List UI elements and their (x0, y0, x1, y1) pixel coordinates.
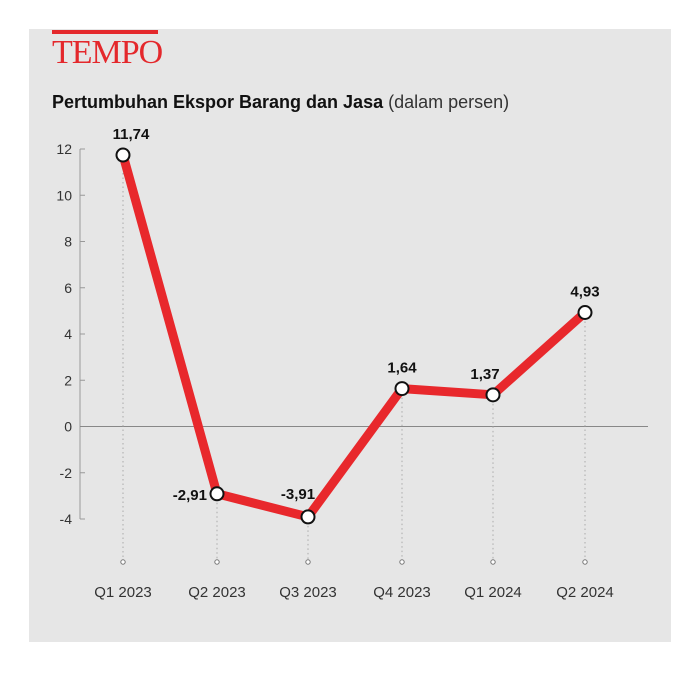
x-tick-label: Q1 2023 (94, 584, 152, 601)
series-line (118, 150, 590, 522)
chart-title-main: Pertumbuhan Ekspor Barang dan Jasa (52, 92, 384, 112)
x-tick-dot (214, 559, 220, 565)
x-tick-label: Q2 2023 (188, 584, 246, 601)
logo-bar (52, 30, 158, 34)
data-label: 1,64 (387, 360, 417, 377)
y-tick-label: 8 (64, 234, 72, 250)
tempo-logo: TEMPO (52, 34, 163, 71)
data-point (300, 509, 316, 525)
data-point (115, 147, 131, 163)
data-label: 4,93 (570, 283, 599, 300)
chart-title: Pertumbuhan Ekspor Barang dan Jasa (dala… (52, 92, 509, 113)
chart-title-unit: (dalam persen) (388, 92, 510, 112)
y-tick-label: 0 (64, 419, 72, 435)
data-label: 1,37 (470, 366, 499, 383)
data-point (485, 387, 501, 403)
data-point (394, 381, 410, 397)
x-tick-label: Q1 2024 (464, 584, 522, 601)
data-label: 11,74 (113, 126, 150, 143)
x-tick-dot (305, 559, 311, 565)
data-point (209, 486, 225, 502)
data-point (577, 304, 593, 320)
x-tick-dot (399, 559, 405, 565)
x-tick-dot (582, 559, 588, 565)
y-tick-label: 10 (56, 187, 72, 203)
y-tick-label: 12 (56, 141, 72, 157)
y-tick-label: -2 (60, 465, 73, 481)
x-tick-label: Q4 2023 (373, 584, 431, 601)
y-tick-label: 6 (64, 280, 72, 296)
y-tick-label: -4 (60, 511, 73, 527)
x-tick-dot (490, 559, 496, 565)
x-tick-dot (120, 559, 126, 565)
y-tick-label: 2 (64, 372, 72, 388)
x-tick-label: Q3 2023 (279, 584, 337, 601)
data-label: -2,91 (173, 487, 207, 504)
y-tick-label: 4 (64, 326, 72, 342)
data-label: -3,91 (281, 486, 315, 503)
x-tick-label: Q2 2024 (556, 584, 614, 601)
